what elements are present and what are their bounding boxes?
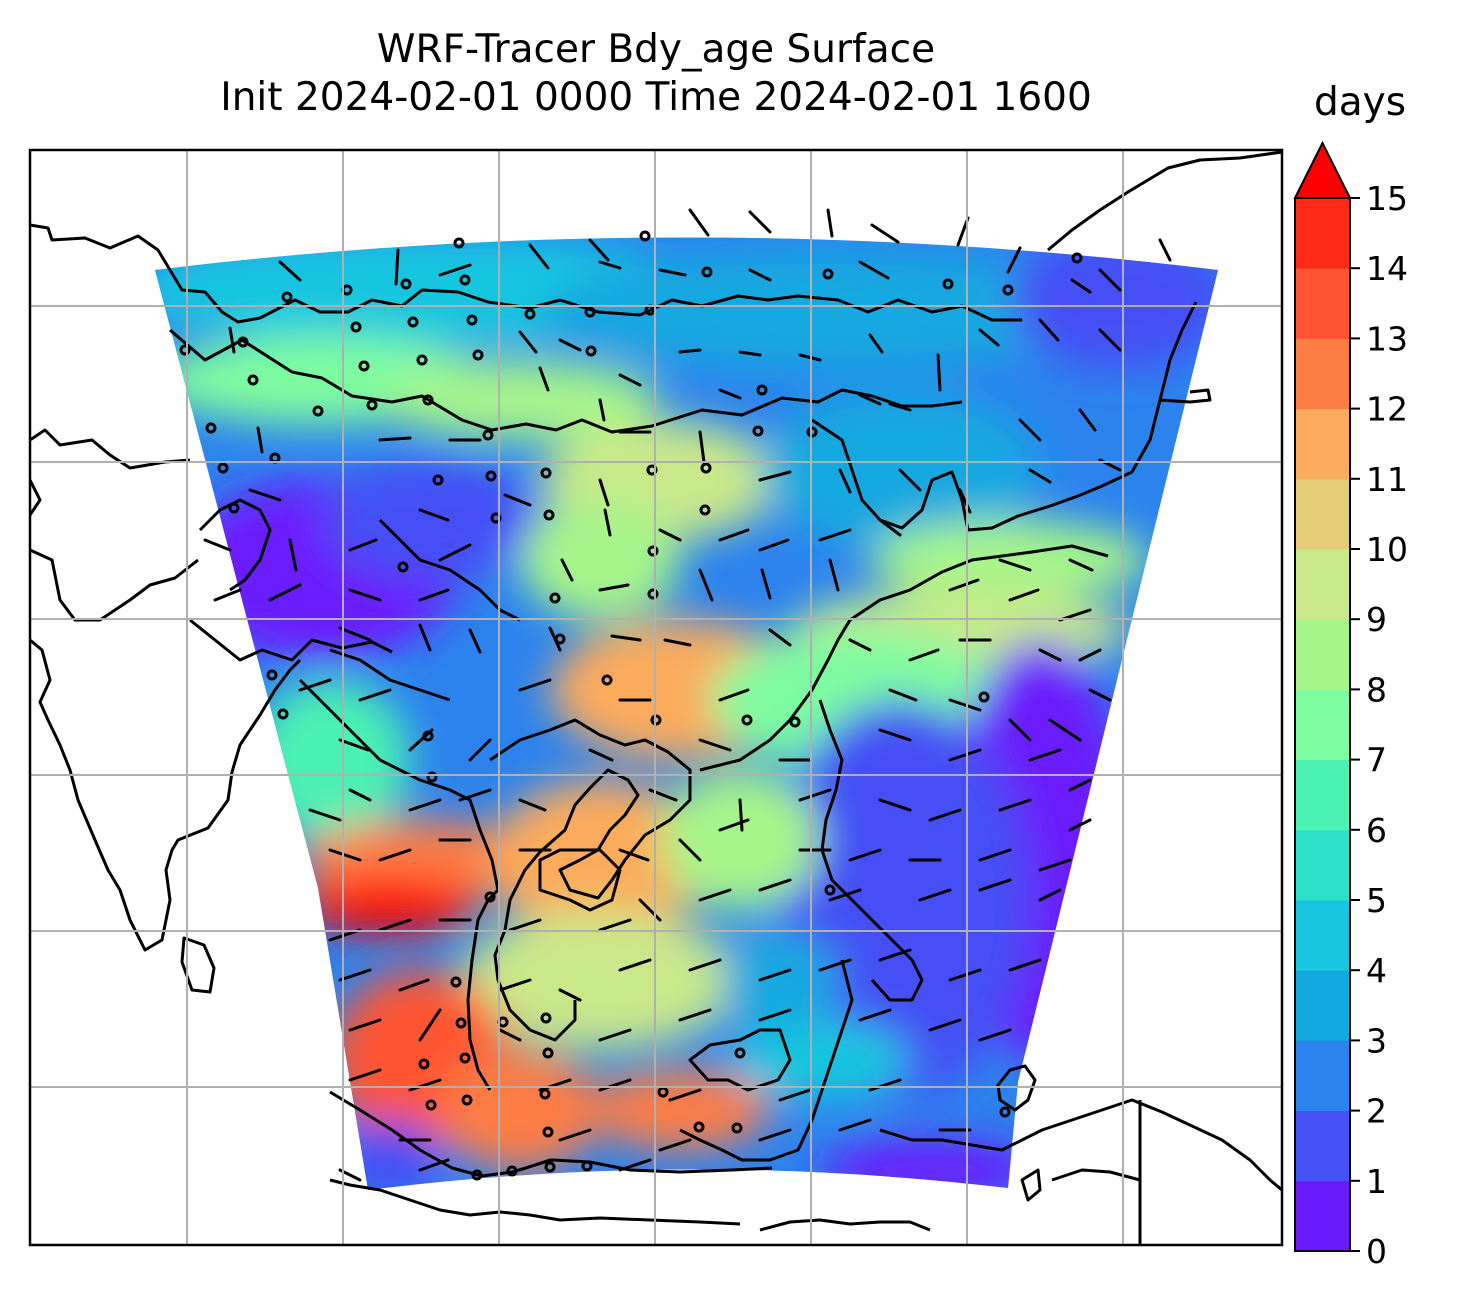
coastlines bbox=[30, 150, 1282, 1245]
colorbar-tick-label: 1 bbox=[1366, 1162, 1387, 1201]
colorbar-tick-label: 0 bbox=[1366, 1232, 1387, 1271]
chart-title-line-1: WRF-Tracer Bdy_age Surface bbox=[376, 27, 936, 72]
chart-title-line-2: Init 2024-02-01 0000 Time 2024-02-01 160… bbox=[220, 75, 1092, 120]
colorbar-tick-label: 4 bbox=[1366, 951, 1387, 990]
colorbar-swatch bbox=[1295, 198, 1350, 269]
colorbar-tick-label: 12 bbox=[1366, 390, 1408, 429]
gridlines bbox=[30, 150, 1282, 1245]
colorbar-extend-arrow bbox=[1293, 140, 1352, 199]
colorbar-swatch bbox=[1295, 549, 1350, 620]
colorbar-tick-label: 7 bbox=[1366, 741, 1387, 780]
colorbar-tick-label: 13 bbox=[1366, 319, 1408, 358]
wind-barbs bbox=[203, 208, 1172, 1182]
colorbar-tick-label: 11 bbox=[1366, 460, 1408, 499]
colorbar-outline bbox=[1294, 198, 1351, 1252]
colorbar-tick-label: 8 bbox=[1366, 670, 1387, 709]
colorbar-swatch bbox=[1295, 689, 1350, 761]
colorbar-swatch bbox=[1295, 829, 1350, 901]
colorbar-swatch bbox=[1295, 970, 1350, 1041]
colorbar-tick-label: 6 bbox=[1366, 811, 1387, 850]
colorbar-swatch bbox=[1295, 900, 1350, 971]
colorbar-tick-label: 10 bbox=[1366, 530, 1408, 569]
colorbar-swatch bbox=[1295, 619, 1350, 690]
colorbar-tick-label: 3 bbox=[1366, 1021, 1387, 1060]
colorbar-swatch bbox=[1295, 268, 1350, 339]
field-blobs bbox=[155, 237, 1218, 1190]
calm-markers bbox=[179, 230, 1083, 1181]
colorbar-tick-label: 15 bbox=[1366, 179, 1408, 218]
colorbar-swatch bbox=[1295, 1180, 1350, 1252]
colorbar-swatch bbox=[1295, 338, 1350, 410]
colorbar-tick-label: 14 bbox=[1366, 249, 1408, 288]
map-panel bbox=[30, 150, 1282, 1245]
chart-title: WRF-Tracer Bdy_age Surface Init 2024-02-… bbox=[30, 26, 1282, 122]
colorbar-swatch bbox=[1295, 1040, 1350, 1112]
map-frame bbox=[28, 148, 1284, 1247]
colorbar-label: days bbox=[1313, 80, 1407, 125]
colorbar-swatch bbox=[1295, 1110, 1350, 1182]
colorbar-swatch bbox=[1295, 408, 1350, 480]
colorbar-tick-label: 5 bbox=[1366, 881, 1387, 920]
colorbar-tick-label: 9 bbox=[1366, 600, 1387, 639]
colorbar-swatch bbox=[1295, 478, 1350, 550]
colorbar-tick-label: 2 bbox=[1366, 1092, 1387, 1131]
colorbar-swatch bbox=[1295, 759, 1350, 831]
